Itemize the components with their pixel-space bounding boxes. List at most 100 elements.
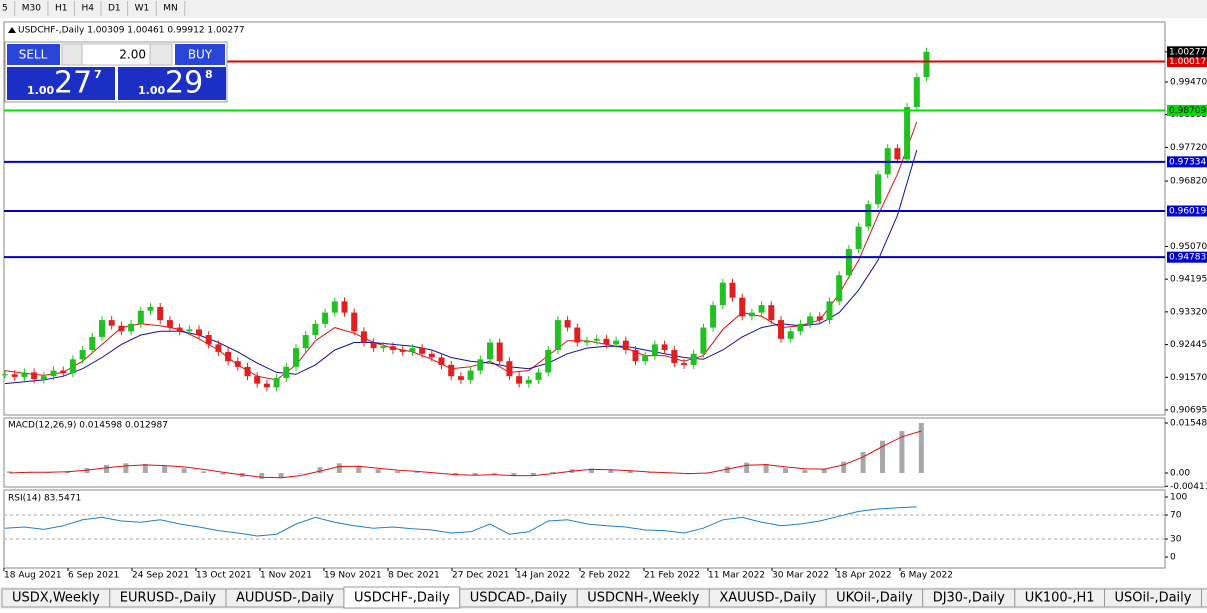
candle-body	[40, 376, 47, 380]
symbol-tab-label[interactable]: UK100-,H1	[1025, 591, 1095, 606]
symbol-tab-label[interactable]: UKOil-,Daily	[836, 591, 913, 606]
candle-body	[487, 342, 493, 360]
timeframe-button[interactable]: D1	[108, 4, 121, 14]
timeframe-button[interactable]: MN	[163, 4, 178, 14]
candle-body	[787, 331, 794, 339]
macd-bar	[356, 465, 362, 473]
symbol-tab-label[interactable]: EURUSD-,Daily	[120, 591, 217, 606]
candle-body	[855, 226, 862, 250]
timeframe-button[interactable]: H1	[55, 4, 68, 14]
macd-bar	[511, 472, 517, 477]
candle-body	[69, 359, 76, 374]
y-tick-label: 0.99470	[1170, 77, 1207, 87]
candle-body	[380, 346, 387, 349]
sell-price-box[interactable]	[7, 67, 115, 100]
candle-body	[215, 344, 222, 352]
candle-body	[341, 301, 348, 313]
candle-body	[79, 349, 86, 360]
macd-bar	[627, 471, 633, 473]
symbol-tab-label[interactable]: USDCNH-,Weekly	[587, 591, 699, 606]
sell-volume: 1.00	[27, 84, 54, 97]
buy-price-big: 29	[165, 66, 203, 101]
candle-body	[516, 376, 523, 384]
candle-body	[351, 312, 358, 332]
candle-body	[865, 204, 872, 227]
macd-frame	[3, 417, 1166, 488]
y-tick-label: 0.00	[1170, 468, 1190, 478]
candle-body	[923, 51, 930, 78]
candle-body	[807, 316, 814, 324]
macd-bar	[472, 472, 478, 476]
candle-body	[632, 349, 639, 362]
macd-bar	[298, 472, 303, 474]
macd-bar	[744, 462, 750, 473]
macd-bar	[860, 452, 866, 473]
candle-body	[50, 370, 57, 377]
x-tick-label: 8 Dec 2021	[388, 571, 440, 581]
level-label-box	[1167, 156, 1207, 168]
macd-bar	[647, 472, 653, 473]
candle-body	[99, 320, 105, 337]
macd-bar	[7, 471, 12, 473]
candle-body	[273, 378, 280, 388]
candle-body	[263, 383, 270, 388]
candle-body	[254, 376, 261, 384]
candle-body	[700, 327, 707, 354]
symbol-tab[interactable]	[1200, 588, 1207, 608]
symbol-tab-label[interactable]: DJ30-,Daily	[933, 591, 1005, 606]
macd-bar	[123, 463, 129, 473]
rsi-title: RSI(14) 83.5471	[8, 494, 81, 504]
macd-bar	[880, 440, 885, 473]
symbol-tab-label[interactable]: USDCAD-,Daily	[470, 591, 568, 606]
lot-up[interactable]	[149, 43, 173, 66]
toolbar	[0, 0, 1207, 18]
candle-body	[671, 349, 678, 364]
symbol-tab-label[interactable]: XAUUSD-,Daily	[719, 591, 816, 606]
timeframe-button[interactable]: H4	[81, 4, 94, 14]
macd-bar	[142, 463, 148, 473]
candle-body	[312, 323, 319, 336]
macd-bar	[181, 468, 187, 473]
y-tick-label: 0	[1170, 553, 1176, 563]
y-tick-label: 0.015489	[1170, 419, 1207, 429]
symbol-tab-label[interactable]: USOil-,Daily	[1115, 591, 1192, 606]
y-tick-label: 30	[1170, 535, 1182, 545]
timeframe-button[interactable]: W1	[135, 4, 150, 14]
macd-bar	[259, 472, 265, 479]
level-label-box	[1167, 251, 1207, 263]
timeframe-button[interactable]: 5	[2, 4, 8, 14]
candle-body	[545, 349, 552, 373]
symbol-tab-label[interactable]: USDCHF-,Daily	[354, 591, 450, 606]
y-tick-label: 0.91570	[1170, 373, 1207, 383]
candle-body	[419, 348, 426, 354]
candle-body	[525, 379, 532, 384]
title-arrow	[8, 27, 16, 33]
candle-body	[816, 316, 823, 321]
candle-body	[234, 361, 241, 367]
symbol-tab-label[interactable]: USDX,Weekly	[12, 591, 100, 606]
buy-button[interactable]	[175, 44, 225, 65]
candle-body	[797, 323, 804, 332]
lot-down[interactable]	[61, 43, 83, 66]
level-label: 0.96019	[1169, 206, 1206, 216]
x-tick-label: 18 Apr 2022	[836, 571, 892, 581]
candle-body	[31, 372, 38, 380]
candle-body	[89, 336, 96, 350]
candle-body	[729, 282, 736, 298]
macd-bar	[802, 469, 808, 473]
macd-bar	[666, 472, 672, 474]
symbol-tab-label[interactable]: AUDUSD-,Daily	[236, 591, 334, 606]
candle-body	[448, 364, 455, 377]
sell-button[interactable]	[7, 44, 60, 65]
macd-bar	[492, 472, 497, 474]
rsi-frame	[3, 489, 1166, 569]
candle-body	[603, 338, 610, 345]
timeframe-button[interactable]: M30	[22, 4, 41, 14]
macd-bar	[375, 469, 381, 473]
candle-body	[554, 320, 561, 350]
candle-body	[147, 307, 154, 311]
macd-bar	[104, 464, 109, 473]
buy-price-box[interactable]	[118, 67, 226, 100]
y-tick-label: 0.95070	[1170, 242, 1207, 252]
